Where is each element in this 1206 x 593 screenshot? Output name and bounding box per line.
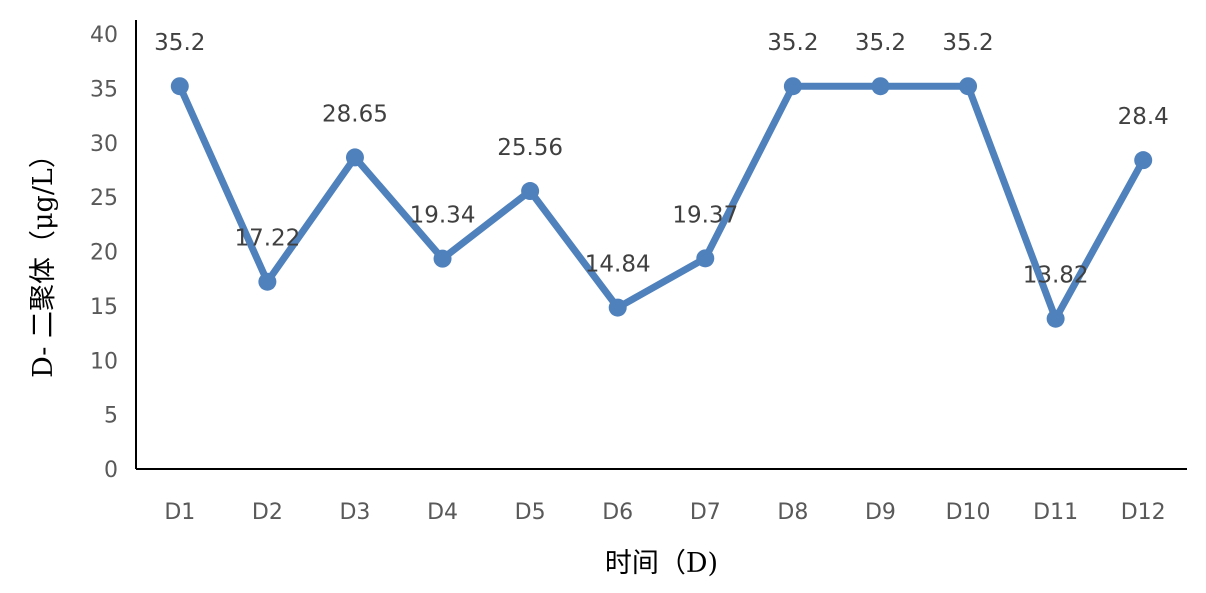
data-label: 35.2: [942, 30, 993, 56]
data-point: [433, 249, 452, 268]
y-tick-label: 40: [90, 23, 118, 48]
x-tick-label: D8: [777, 500, 808, 525]
x-tick-label: D3: [339, 500, 370, 525]
y-axis-ticks: 0 5 10 15 20 25 30 35 40: [90, 23, 118, 483]
x-tick-label: D5: [515, 500, 546, 525]
y-axis-title: D- 二聚体（μg/L）: [28, 141, 59, 378]
x-tick-label: D10: [946, 500, 991, 525]
y-tick-label: 10: [90, 349, 118, 374]
x-tick-label: D4: [427, 500, 458, 525]
x-tick-label: D2: [252, 500, 283, 525]
y-tick-label: 25: [90, 186, 118, 211]
data-label: 28.65: [322, 101, 388, 127]
data-label: 25.56: [497, 135, 563, 161]
data-labels: 35.2 17.22 28.65 19.34 25.56 14.84 19.37 35.2 35…: [154, 30, 1169, 289]
data-label: 13.82: [1023, 263, 1089, 289]
data-label: 19.34: [410, 203, 476, 229]
x-tick-label: D12: [1121, 500, 1166, 525]
data-point: [1134, 151, 1153, 170]
data-label: 35.2: [154, 30, 205, 56]
data-point: [1046, 309, 1065, 328]
data-label: 28.4: [1118, 104, 1169, 130]
data-label: 19.37: [672, 202, 738, 228]
data-point: [608, 298, 627, 317]
y-tick-label: 30: [90, 132, 118, 157]
y-tick-label: 5: [104, 404, 118, 429]
data-points: [170, 77, 1153, 328]
x-axis-ticks: D1 D2 D3 D4 D5 D6 D7 D8 D9 D10 D11 D12: [164, 500, 1165, 525]
x-tick-label: D11: [1033, 500, 1078, 525]
data-point: [783, 77, 802, 96]
data-label: 35.2: [855, 30, 906, 56]
y-tick-label: 0: [104, 458, 118, 483]
data-point: [170, 77, 189, 96]
y-tick-label: 15: [90, 295, 118, 320]
x-tick-label: D9: [865, 500, 896, 525]
data-point: [696, 249, 715, 268]
data-label: 17.22: [234, 226, 300, 252]
data-label: 14.84: [585, 252, 651, 278]
y-tick-label: 20: [90, 241, 118, 266]
x-tick-label: D7: [690, 500, 721, 525]
data-point: [345, 148, 364, 167]
data-point: [871, 77, 890, 96]
y-tick-label: 35: [90, 77, 118, 102]
data-label: 35.2: [767, 30, 818, 56]
series-line: [176, 82, 1147, 323]
x-axis-title: 时间（D): [605, 548, 718, 579]
x-tick-label: D1: [164, 500, 195, 525]
data-point: [521, 182, 540, 201]
x-tick-label: D6: [602, 500, 633, 525]
series-line-group: [176, 82, 1147, 323]
data-point: [258, 272, 277, 291]
data-point: [959, 77, 978, 96]
